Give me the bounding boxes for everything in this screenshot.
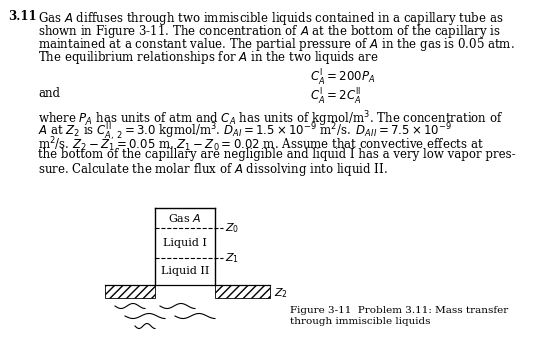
Text: Liquid I: Liquid I (163, 238, 207, 248)
Text: $C_A^{\mathrm{I}} = 2C_A^{\mathrm{II}}$: $C_A^{\mathrm{I}} = 2C_A^{\mathrm{II}}$ (310, 87, 361, 107)
Text: $A$ at $Z_2$ is $C_{A,\,2}^{\mathrm{II}} = 3.0$ kgmol/m$^3$. $D_{AI} = 1.5 \time: $A$ at $Z_2$ is $C_{A,\,2}^{\mathrm{II}}… (38, 122, 452, 143)
Bar (215, 285, 270, 298)
Text: 3.11: 3.11 (8, 10, 36, 23)
Text: and: and (38, 87, 60, 100)
Text: $Z_2$: $Z_2$ (274, 286, 288, 300)
Text: Gas $\mathit{A}$ diffuses through two immiscible liquids contained in a capillar: Gas $\mathit{A}$ diffuses through two im… (38, 10, 504, 27)
Text: m$^2$/s. $Z_2 - Z_1 = 0.05$ m. $Z_1 - Z_0 = 0.02$ m. Assume that convective effe: m$^2$/s. $Z_2 - Z_1 = 0.05$ m. $Z_1 - Z_… (38, 135, 484, 154)
Text: The equilibrium relationships for $\mathit{A}$ in the two liquids are: The equilibrium relationships for $\math… (38, 49, 379, 66)
Text: through immiscible liquids: through immiscible liquids (290, 317, 430, 326)
Text: where $P_A$ has units of atm and $C_A$ has units of kgmol/m$^3$. The concentrati: where $P_A$ has units of atm and $C_A$ h… (38, 109, 504, 129)
Text: $C_A^{\mathrm{I}} = 200P_A$: $C_A^{\mathrm{I}} = 200P_A$ (310, 68, 375, 88)
Text: sure. Calculate the molar flux of $\mathit{A}$ dissolving into liquid II.: sure. Calculate the molar flux of $\math… (38, 161, 388, 178)
Text: Figure 3-11  Problem 3.11: Mass transfer: Figure 3-11 Problem 3.11: Mass transfer (290, 306, 508, 315)
Text: shown in Figure 3-11. The concentration of $\mathit{A}$ at the bottom of the cap: shown in Figure 3-11. The concentration … (38, 23, 501, 40)
Bar (105, 285, 155, 298)
Text: $Z_0$: $Z_0$ (225, 221, 239, 235)
Text: $Z_1$: $Z_1$ (225, 251, 239, 265)
Text: Gas $\mathit{A}$: Gas $\mathit{A}$ (168, 212, 202, 224)
Text: Liquid II: Liquid II (161, 267, 209, 277)
Text: the bottom of the capillary are negligible and liquid I has a very low vapor pre: the bottom of the capillary are negligib… (38, 148, 516, 161)
Text: maintained at a constant value. The partial pressure of $\mathit{A}$ in the gas : maintained at a constant value. The part… (38, 36, 515, 53)
